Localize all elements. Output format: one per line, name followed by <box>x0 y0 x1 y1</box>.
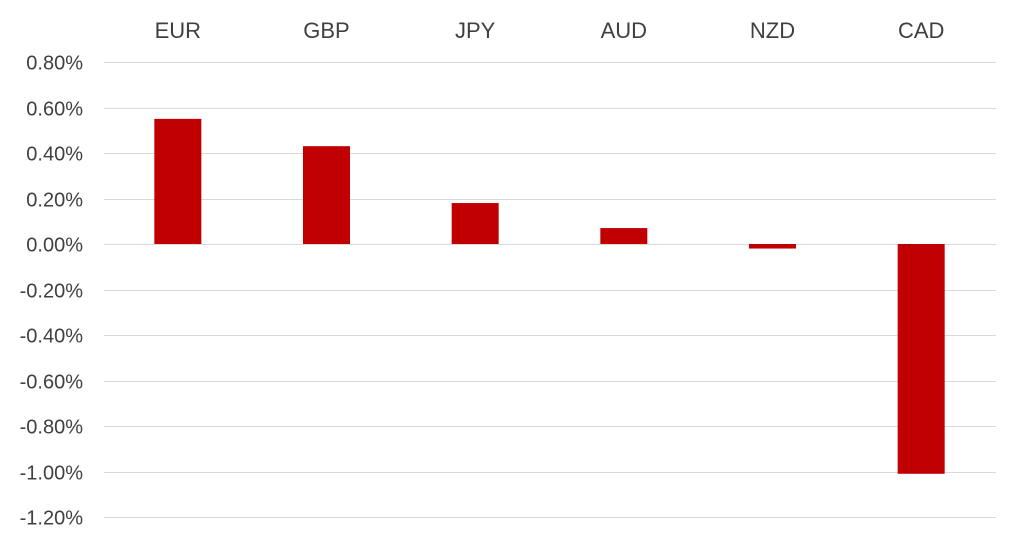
y-tick-label: 0.80% <box>26 53 83 75</box>
bar-nzd <box>749 244 796 249</box>
y-tick-label: -0.20% <box>20 281 84 303</box>
y-tick-label: 0.20% <box>26 190 83 212</box>
bar-aud <box>600 228 648 244</box>
y-tick-label: -0.80% <box>20 417 84 439</box>
category-label-cad: CAD <box>898 18 944 43</box>
y-tick-label: 0.60% <box>26 99 83 121</box>
bar-eur <box>154 118 202 244</box>
category-label-gbp: GBP <box>303 18 349 43</box>
category-label-eur: EUR <box>155 18 201 43</box>
y-tick-label: -0.60% <box>20 372 84 394</box>
y-tick-label: -1.00% <box>20 463 84 485</box>
y-tick-label: -1.20% <box>20 508 84 530</box>
bar-cad <box>897 244 945 474</box>
category-label-nzd: NZD <box>750 18 795 43</box>
bars <box>154 118 945 474</box>
y-tick-label: 0.00% <box>26 235 83 257</box>
y-tick-label: 0.40% <box>26 144 83 166</box>
category-labels: EUR GBP JPY AUD NZD CAD <box>155 18 945 43</box>
category-label-aud: AUD <box>601 18 647 43</box>
category-label-jpy: JPY <box>455 18 496 43</box>
bar-gbp <box>303 146 350 244</box>
bar-jpy <box>451 203 499 244</box>
y-tick-label: -0.40% <box>20 326 84 348</box>
y-axis-tick-labels: 0.80% 0.60% 0.40% 0.20% 0.00% -0.20% -0.40% -0.… <box>20 53 84 530</box>
grid-lines <box>104 62 996 518</box>
